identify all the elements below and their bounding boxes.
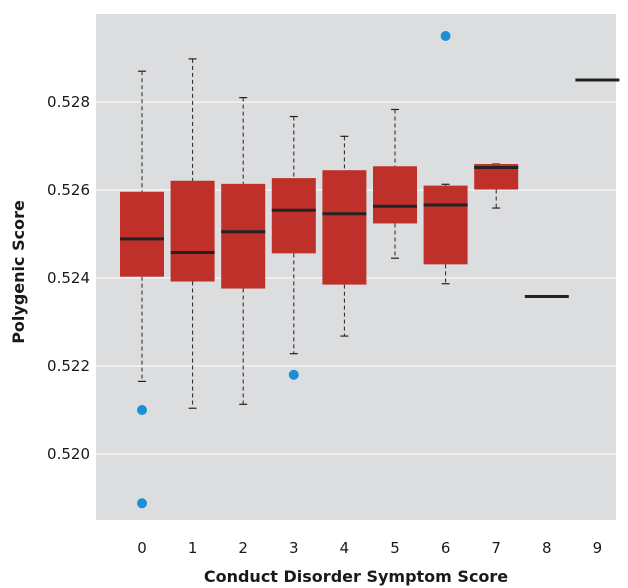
outlier-point [288, 369, 299, 380]
boxes [120, 31, 620, 509]
x-tick-label: 8 [542, 539, 552, 557]
x-tick-label: 4 [340, 539, 350, 557]
box-body [373, 166, 417, 224]
x-axis-title: Conduct Disorder Symptom Score [204, 567, 508, 586]
box-6 [423, 31, 468, 285]
outlier-point [440, 31, 451, 41]
y-tick-label: 0.520 [47, 445, 90, 463]
box-4 [322, 135, 367, 337]
box-body [221, 183, 266, 289]
outlier-point [137, 405, 147, 415]
box-3 [271, 115, 316, 380]
box-7 [474, 163, 519, 209]
box-body [271, 178, 316, 254]
outlier-point [137, 498, 147, 509]
x-tick-label: 7 [491, 539, 501, 557]
box-body [322, 170, 367, 285]
y-tick-label: 0.526 [47, 181, 90, 199]
x-axis: 0 1 2 3 4 5 6 7 8 9 [137, 539, 602, 557]
x-tick-label: 5 [390, 539, 400, 557]
y-tick-label: 0.528 [47, 93, 90, 111]
x-tick-label: 2 [238, 539, 248, 557]
box-5 [373, 108, 417, 259]
x-tick-label: 3 [289, 539, 299, 557]
x-tick-label: 0 [137, 539, 147, 557]
box-body [423, 185, 468, 265]
box-body [120, 191, 164, 277]
y-axis-title: Polygenic Score [9, 200, 28, 344]
box-1 [170, 58, 215, 409]
y-axis: 0.520 0.522 0.524 0.526 0.528 [47, 93, 90, 463]
box-body [170, 180, 215, 282]
y-tick-label: 0.522 [47, 357, 90, 375]
x-tick-label: 1 [188, 539, 198, 557]
box-0 [120, 70, 164, 509]
x-tick-label: 9 [593, 539, 603, 557]
box-2 [221, 96, 266, 405]
y-tick-label: 0.524 [47, 269, 90, 287]
x-tick-label: 6 [441, 539, 451, 557]
